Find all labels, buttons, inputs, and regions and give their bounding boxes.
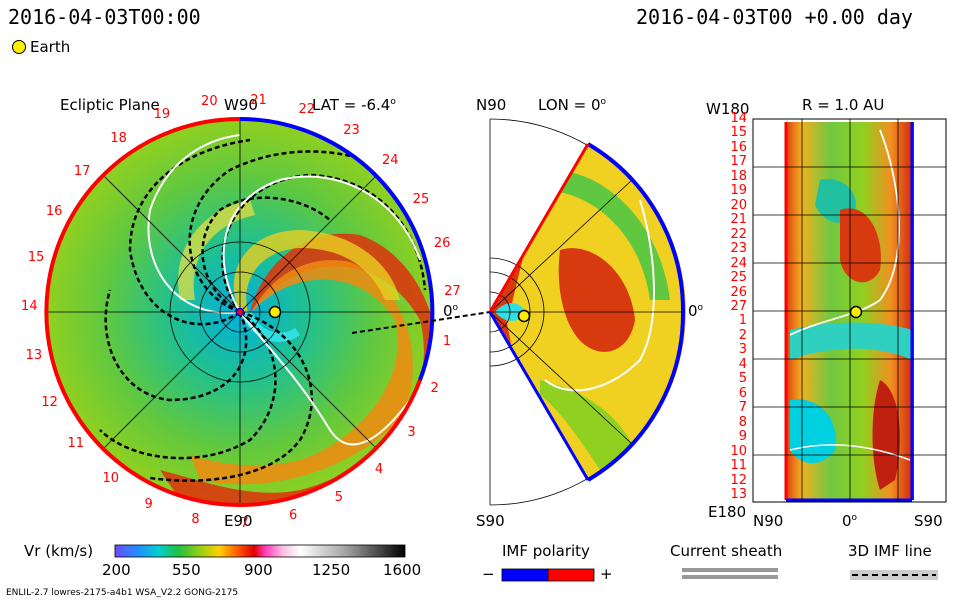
left-timestamp: 2016-04-03T00:00 xyxy=(8,5,201,29)
sphere-tick: 12 xyxy=(730,472,747,488)
ecliptic-right-axis: 0o xyxy=(443,302,459,320)
sphere-tick: 23 xyxy=(730,241,747,257)
sphere-tick: 10 xyxy=(730,443,747,459)
sphere-tick: 1 xyxy=(738,313,747,329)
sphere-tick: 17 xyxy=(730,154,747,170)
sphere-tick: 13 xyxy=(730,487,747,502)
carrington-tick: 23 xyxy=(343,122,360,138)
earth-meridional-icon xyxy=(517,309,531,323)
carrington-tick: 26 xyxy=(433,236,451,252)
sphere-top-left-label: W180 xyxy=(706,100,750,118)
sphere-bottom-axis-mid: 0o xyxy=(842,512,858,530)
carrington-tick: 20 xyxy=(201,94,218,110)
current-sheath-title: Current sheath xyxy=(670,542,783,560)
sphere-bottom-left-label: E180 xyxy=(708,503,747,521)
sphere-tick: 3 xyxy=(738,342,747,358)
sphere-map xyxy=(752,118,947,503)
ecliptic-disk xyxy=(44,116,435,507)
carrington-tick: 27 xyxy=(444,284,461,300)
sphere-tick: 27 xyxy=(730,299,747,314)
sphere-tick: 24 xyxy=(730,255,747,271)
imf-line-swatch xyxy=(850,570,938,580)
ecliptic-top-axis: W90 xyxy=(224,96,258,114)
carrington-tick: 7 xyxy=(240,515,249,531)
sphere-tick: 22 xyxy=(730,226,747,242)
sphere-tick: 21 xyxy=(730,212,747,228)
ecliptic-bottom-axis: E90 xyxy=(224,512,253,530)
imf-minus-label: − xyxy=(482,565,495,583)
carrington-tick: 16 xyxy=(45,204,63,220)
current-sheath-swatch xyxy=(682,568,778,579)
vr-colorbar-title: Vr (km/s) xyxy=(24,542,94,560)
sphere-tick: 14 xyxy=(730,111,747,126)
sphere-tick: 8 xyxy=(738,414,747,430)
vr-tick-200: 200 xyxy=(102,561,131,579)
carrington-tick: 9 xyxy=(144,496,153,512)
sphere-radius-label: R = 1.0 AU xyxy=(802,96,885,114)
meridional-lon-label: LON = 0o xyxy=(538,96,607,114)
ecliptic-lat-label: LAT = -6.4o xyxy=(312,96,396,114)
meridional-right-axis: 0o xyxy=(688,302,704,320)
sphere-tick: 16 xyxy=(730,139,747,155)
sphere-tick: 26 xyxy=(730,284,747,300)
model-info: ENLIL-2.7 lowres-2175-a4b1 WSA_V2.2 GONG… xyxy=(6,588,239,598)
meridional-top-axis: N90 xyxy=(476,96,507,114)
imf-line-title: 3D IMF line xyxy=(848,542,932,560)
earth-connector-line xyxy=(351,311,491,334)
carrington-tick: 25 xyxy=(412,191,430,207)
sphere-bottom-axis-left: N90 xyxy=(753,512,784,530)
carrington-tick: 15 xyxy=(27,250,45,266)
sphere-tick: 11 xyxy=(730,458,747,474)
carrington-tick: 6 xyxy=(289,508,298,524)
vr-tick-1250: 1250 xyxy=(312,561,351,579)
sphere-tick: 9 xyxy=(738,429,747,445)
imf-polarity-title: IMF polarity xyxy=(502,542,590,560)
vr-colorbar xyxy=(114,544,406,558)
sphere-tick: 5 xyxy=(738,371,747,387)
carrington-tick: 1 xyxy=(442,333,452,349)
vr-tick-1600: 1600 xyxy=(383,561,422,579)
carrington-tick: 11 xyxy=(67,436,85,452)
earth-position-icon xyxy=(268,305,282,319)
carrington-tick: 13 xyxy=(25,348,43,364)
sphere-tick: 20 xyxy=(730,197,747,213)
meridional-wedge xyxy=(488,118,686,506)
sun-marker-icon xyxy=(235,307,245,317)
carrington-tick: 17 xyxy=(73,163,91,179)
carrington-tick: 14 xyxy=(21,299,38,315)
sphere-tick: 19 xyxy=(730,183,747,199)
right-timestamp: 2016-04-03T00 +0.00 day xyxy=(636,5,913,29)
sphere-tick: 7 xyxy=(738,400,747,416)
meridional-bottom-axis: S90 xyxy=(476,512,505,530)
sphere-tick: 4 xyxy=(738,356,747,372)
carrington-tick: 10 xyxy=(102,471,120,487)
carrington-tick: 19 xyxy=(153,107,171,123)
carrington-tick: 24 xyxy=(382,153,399,169)
sphere-bottom-axis-right: S90 xyxy=(914,512,943,530)
vr-tick-550: 550 xyxy=(172,561,201,579)
earth-marker-icon xyxy=(12,40,26,54)
carrington-tick: 22 xyxy=(298,102,316,118)
carrington-tick: 12 xyxy=(41,394,58,410)
earth-legend-label: Earth xyxy=(30,38,71,56)
imf-polarity-bar xyxy=(501,568,595,582)
carrington-tick: 2 xyxy=(430,381,439,397)
carrington-tick: 18 xyxy=(110,131,127,147)
carrington-tick: 4 xyxy=(374,461,384,477)
carrington-tick: 21 xyxy=(250,92,267,108)
ecliptic-title: Ecliptic Plane xyxy=(60,96,160,114)
carrington-tick: 8 xyxy=(191,511,200,527)
sphere-tick: 6 xyxy=(738,385,747,401)
carrington-tick: 5 xyxy=(334,490,343,505)
sphere-tick: 25 xyxy=(730,270,747,286)
imf-plus-label: + xyxy=(600,565,613,583)
sphere-tick: 2 xyxy=(738,327,747,343)
carrington-tick: 3 xyxy=(407,424,416,440)
vr-tick-900: 900 xyxy=(244,561,273,579)
earth-sphere-icon xyxy=(849,305,863,319)
sphere-tick: 18 xyxy=(730,168,747,184)
sphere-tick: 15 xyxy=(730,125,747,141)
